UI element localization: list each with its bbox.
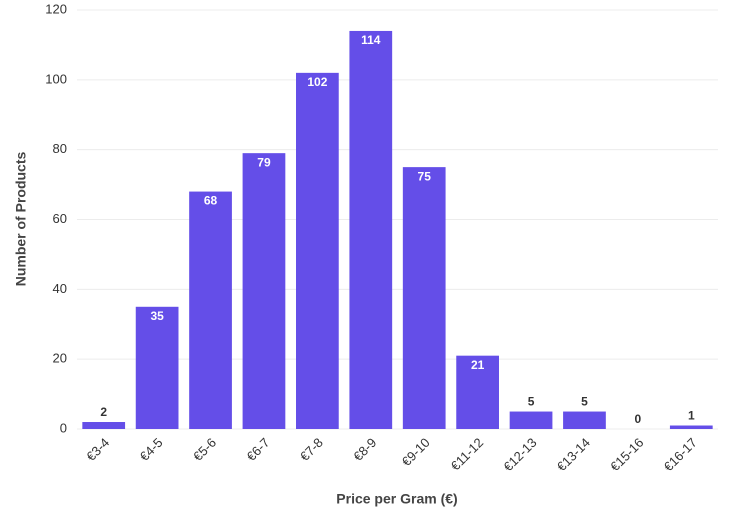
data-label: 1 [688, 409, 695, 423]
x-tick-label: €5-6 [190, 435, 219, 464]
bar [563, 411, 606, 429]
y-tick-label: 100 [45, 71, 67, 86]
x-tick-label: €6-7 [243, 435, 272, 464]
bar [509, 411, 553, 429]
x-tick-label: €7-8 [297, 435, 326, 464]
bar [402, 167, 446, 429]
data-label: 102 [307, 75, 327, 89]
bar [669, 425, 713, 429]
y-axis-title: Number of Products [13, 152, 29, 287]
x-tick-label: €16-17 [661, 435, 700, 474]
data-label: 2 [100, 405, 107, 419]
data-label: 0 [635, 412, 642, 426]
x-tick-label: €11-12 [448, 435, 487, 474]
data-label: 75 [418, 169, 432, 183]
data-label: 68 [204, 194, 218, 208]
y-tick-label: 80 [53, 141, 67, 156]
x-tick-label: €9-10 [399, 435, 433, 469]
bar [135, 306, 179, 429]
data-label: 5 [581, 395, 588, 409]
bar [82, 422, 126, 429]
x-axis-title: Price per Gram (€) [336, 491, 457, 507]
data-label: 114 [361, 33, 381, 47]
x-tick-label: €8-9 [350, 435, 379, 464]
bar [242, 153, 286, 430]
data-label: 5 [528, 395, 535, 409]
y-tick-label: 60 [53, 211, 67, 226]
bar [296, 72, 339, 429]
data-label: 35 [150, 309, 164, 323]
bar [456, 355, 499, 429]
y-tick-label: 120 [45, 1, 67, 16]
y-tick-label: 40 [53, 281, 67, 296]
x-tick-label: €15-16 [607, 435, 646, 474]
x-tick-label: €13-14 [554, 435, 593, 474]
data-label: 21 [471, 358, 485, 372]
x-tick-label: €3-4 [83, 435, 112, 464]
data-label: 79 [257, 155, 271, 169]
bar [189, 191, 232, 429]
y-tick-label: 0 [60, 420, 67, 435]
bar [349, 30, 393, 429]
x-tick-label: €4-5 [137, 435, 166, 464]
x-tick-label: €12-13 [500, 435, 539, 474]
y-tick-label: 20 [53, 351, 67, 366]
